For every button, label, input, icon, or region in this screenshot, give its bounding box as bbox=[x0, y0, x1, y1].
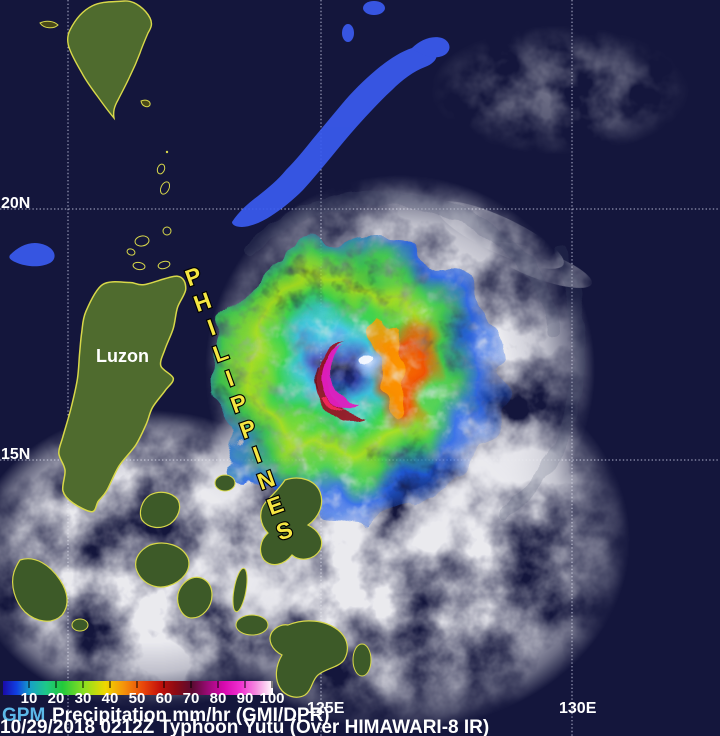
svg-text:10/29/2018 0212Z Typhoon Yu: 10/29/2018 0212Z Typhoon Yutu (Over HIMA… bbox=[0, 717, 489, 736]
